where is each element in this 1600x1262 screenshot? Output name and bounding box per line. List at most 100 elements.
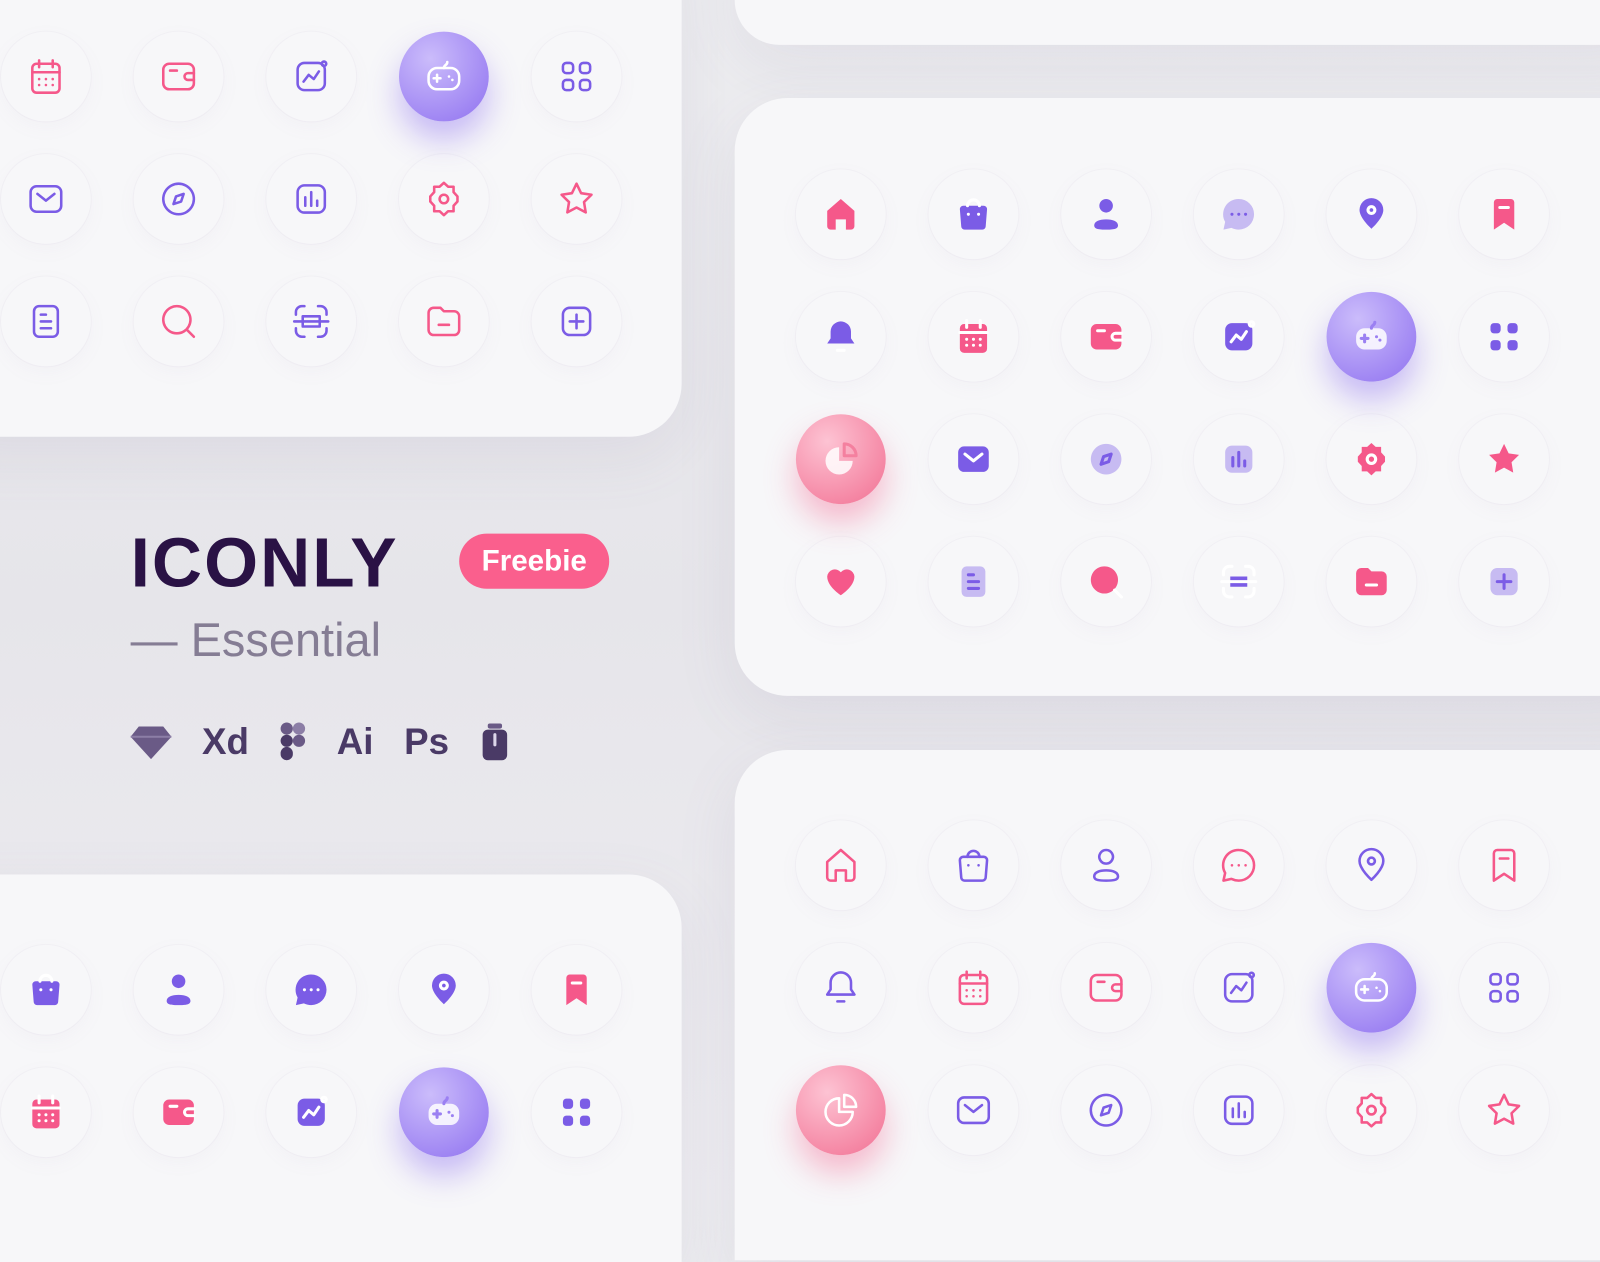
wallet-icon-button[interactable] xyxy=(1061,292,1151,382)
graph-icon-button[interactable] xyxy=(795,1065,886,1156)
location-icon-button[interactable] xyxy=(399,945,489,1035)
location-icon xyxy=(1358,847,1385,882)
location-icon-button[interactable] xyxy=(1327,169,1417,259)
bag-icon-button[interactable] xyxy=(1,945,91,1035)
heart-icon xyxy=(827,569,855,596)
search-icon-button[interactable] xyxy=(1061,537,1151,627)
chat-icon-button[interactable] xyxy=(1194,169,1284,259)
activity-icon-button[interactable] xyxy=(1194,943,1284,1033)
bag-icon xyxy=(32,973,60,1006)
category-icon-button[interactable] xyxy=(1459,943,1549,1033)
document-icon-button[interactable] xyxy=(1,277,91,367)
calendar-icon-button[interactable] xyxy=(1,32,91,122)
folder-icon-button[interactable] xyxy=(399,277,489,367)
game-icon xyxy=(427,60,461,91)
category-icon xyxy=(1489,972,1519,1003)
home-icon-button[interactable] xyxy=(796,169,886,259)
chart-icon-button[interactable] xyxy=(1194,414,1284,504)
category-icon-button[interactable] xyxy=(532,32,622,122)
plus-icon-button[interactable] xyxy=(1459,537,1549,627)
profile-icon-button[interactable] xyxy=(1061,820,1151,910)
home-icon xyxy=(825,848,856,882)
calendar-icon xyxy=(958,970,989,1006)
setting-icon xyxy=(1357,443,1386,476)
activity-icon xyxy=(1223,971,1255,1003)
bookmark-icon-button[interactable] xyxy=(1459,820,1549,910)
category-icon xyxy=(1490,323,1518,351)
chart-icon-button[interactable] xyxy=(266,154,356,244)
star-icon-button[interactable] xyxy=(532,154,622,244)
document-icon xyxy=(32,304,60,339)
activity-icon xyxy=(296,60,328,92)
profile-icon-button[interactable] xyxy=(1061,169,1151,259)
calendar-icon-button[interactable] xyxy=(929,943,1019,1033)
bookmark-icon-button[interactable] xyxy=(532,945,622,1035)
category-icon-button[interactable] xyxy=(532,1067,622,1157)
chart-icon xyxy=(1223,1095,1254,1126)
activity-icon-button[interactable] xyxy=(266,1067,356,1157)
brand-title: ICONLY xyxy=(130,524,399,603)
graph-icon-button[interactable] xyxy=(795,414,886,505)
calendar-icon-button[interactable] xyxy=(1,1067,91,1157)
message-icon-button[interactable] xyxy=(1,154,91,244)
activity-icon xyxy=(297,1095,328,1126)
scan-icon-button[interactable] xyxy=(266,277,356,367)
bookmark-icon-button[interactable] xyxy=(1459,169,1549,259)
setting-icon-button[interactable] xyxy=(1327,1065,1417,1155)
game-icon xyxy=(428,1096,460,1125)
game-icon-button[interactable] xyxy=(398,1067,489,1158)
profile-icon-button[interactable] xyxy=(134,945,224,1035)
wallet-icon-button[interactable] xyxy=(1061,943,1151,1033)
scan-icon-button[interactable] xyxy=(1194,537,1284,627)
chart-icon xyxy=(296,184,327,214)
search-icon xyxy=(1090,566,1123,599)
discovery-icon xyxy=(1089,1093,1123,1127)
setting-icon-button[interactable] xyxy=(399,154,489,244)
wallet-icon xyxy=(161,62,196,91)
graph-icon xyxy=(825,442,858,475)
plus-icon-button[interactable] xyxy=(532,277,622,367)
discovery-icon-button[interactable] xyxy=(1061,1065,1151,1155)
chat-icon-button[interactable] xyxy=(266,945,356,1035)
discovery-icon xyxy=(162,182,196,216)
figma-icon xyxy=(280,721,307,762)
folder-icon xyxy=(1356,568,1387,596)
location-icon xyxy=(431,973,456,1005)
chart-icon-button[interactable] xyxy=(1194,1065,1284,1155)
calendar-icon-button[interactable] xyxy=(929,292,1019,382)
notification-icon-button[interactable] xyxy=(796,943,886,1033)
notification-icon-button[interactable] xyxy=(796,292,886,382)
chat-icon-button[interactable] xyxy=(1194,820,1284,910)
supported-tools: Xd Ai Ps xyxy=(130,714,511,769)
message-icon-button[interactable] xyxy=(929,414,1019,504)
category-icon-button[interactable] xyxy=(1459,292,1549,382)
wallet-icon-button[interactable] xyxy=(134,32,224,122)
game-icon-button[interactable] xyxy=(1326,942,1417,1033)
bookmark-icon xyxy=(1492,848,1516,882)
document-icon-button[interactable] xyxy=(929,537,1019,627)
star-icon-button[interactable] xyxy=(1459,414,1549,504)
notification-icon xyxy=(825,971,856,1003)
activity-icon-button[interactable] xyxy=(266,32,356,122)
discovery-icon-button[interactable] xyxy=(134,154,224,244)
wallet-icon-button[interactable] xyxy=(134,1067,224,1157)
message-icon-button[interactable] xyxy=(929,1065,1019,1155)
activity-icon-button[interactable] xyxy=(1194,292,1284,382)
star-icon-button[interactable] xyxy=(1459,1065,1549,1155)
game-icon-button[interactable] xyxy=(1326,291,1417,382)
chat-icon xyxy=(1221,848,1256,882)
icon-panel-top-right xyxy=(734,0,1600,45)
game-icon-button[interactable] xyxy=(398,31,489,122)
heart-icon-button[interactable] xyxy=(796,537,886,627)
plus-icon xyxy=(561,306,592,337)
location-icon-button[interactable] xyxy=(1327,820,1417,910)
bag-icon-button[interactable] xyxy=(929,820,1019,910)
tool-label: Ps xyxy=(404,720,450,763)
folder-icon-button[interactable] xyxy=(1327,537,1417,627)
home-icon-button[interactable] xyxy=(796,820,886,910)
discovery-icon-button[interactable] xyxy=(1061,414,1151,504)
search-icon-button[interactable] xyxy=(134,277,224,367)
iconjar-icon xyxy=(480,722,511,761)
bag-icon-button[interactable] xyxy=(929,169,1019,259)
setting-icon-button[interactable] xyxy=(1327,414,1417,504)
